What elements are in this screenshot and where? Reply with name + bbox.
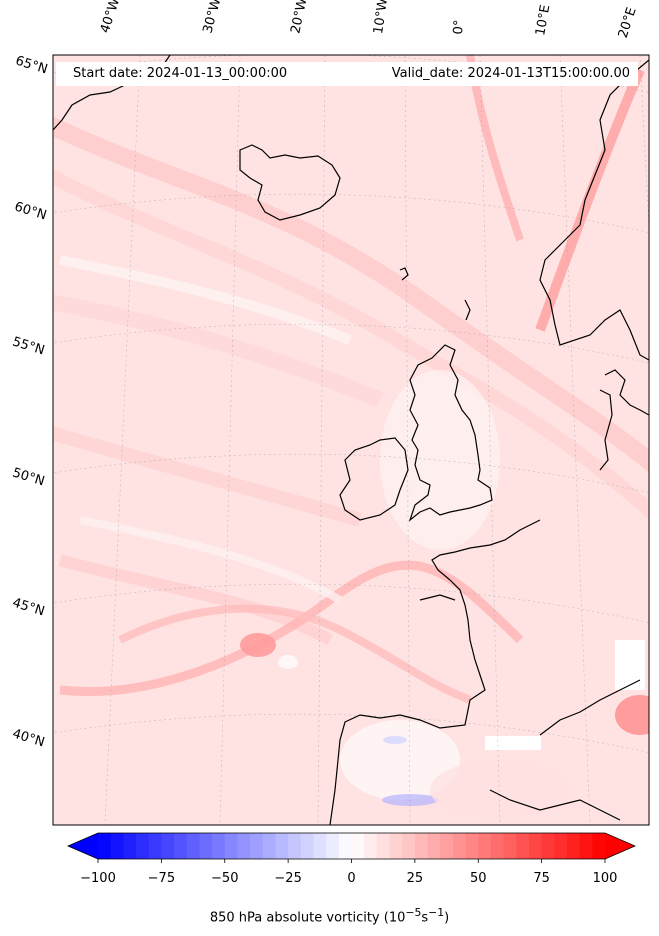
graticule	[53, 55, 649, 825]
colorbar-segment	[212, 833, 226, 859]
colorbar-segment	[579, 833, 593, 859]
colorbar-tick-label: 100	[592, 871, 618, 886]
colorbar	[66, 832, 637, 863]
title-bar	[56, 62, 638, 86]
colorbar-extend-high	[605, 833, 635, 859]
coastlines	[53, 55, 649, 825]
colorbar-segment	[136, 833, 150, 859]
colorbar-segment	[402, 833, 416, 859]
colorbar-tick-label: −100	[80, 871, 116, 886]
colorbar-segment	[566, 833, 581, 859]
colorbar-segment	[98, 833, 112, 859]
colorbar-segment	[338, 833, 352, 859]
colorbar-tick-label: −25	[274, 871, 302, 886]
colorbar-segment	[351, 833, 365, 859]
colorbar-segment	[376, 833, 391, 859]
colorbar-segment	[541, 833, 555, 859]
vorticity-field	[53, 55, 649, 825]
colorbar-tick-label: −75	[147, 871, 176, 886]
colorbar-tick-label: −50	[211, 871, 239, 886]
colorbar-segment	[503, 833, 517, 859]
colorbar-segment	[186, 833, 200, 859]
colorbar-segment	[224, 833, 238, 859]
colorbar-segment	[250, 833, 264, 859]
colorbar-segment	[174, 833, 188, 859]
colorbar-tick-label: 75	[533, 871, 550, 886]
colorbar-segment	[300, 833, 314, 859]
colorbar-segment	[554, 833, 568, 859]
colorbar-tick-label: 25	[406, 871, 424, 886]
map-border	[52, 54, 650, 826]
colorbar-segment	[313, 833, 327, 859]
colorbar-segment	[592, 833, 606, 859]
colorbar-segment	[528, 833, 543, 859]
start-date-label: Start date: 2024-01-13_00:00:00	[73, 66, 288, 81]
colorbar-segment	[275, 833, 289, 859]
colorbar-segment	[288, 833, 302, 859]
colorbar-segment	[110, 833, 124, 859]
colorbar-segment	[364, 833, 378, 859]
colorbar-segment	[237, 833, 251, 859]
lon-label-0: 0°	[451, 19, 468, 35]
colorbar-segment	[389, 833, 403, 859]
colorbar-segment	[452, 833, 467, 859]
colorbar-segment	[262, 833, 276, 859]
colorbar-segment	[148, 833, 162, 859]
colorbar-tick-label: 0	[347, 871, 356, 886]
colorbar-segment	[326, 833, 340, 859]
colorbar-segment	[123, 833, 137, 859]
colorbar-tick-label: 50	[469, 871, 487, 886]
colorbar-segment	[440, 833, 454, 859]
colorbar-segment	[199, 833, 213, 859]
colorbar-segment	[414, 833, 429, 859]
colorbar-extend-low	[68, 833, 98, 859]
colorbar-segment	[490, 833, 505, 859]
colorbar-label: 850 hPa absolute vorticity (10−5s−1)	[209, 906, 450, 926]
valid-date-label: Valid_date: 2024-01-13T15:00:00.00	[391, 66, 630, 81]
colorbar-segment	[427, 833, 441, 859]
colorbar-segment	[478, 833, 492, 859]
colorbar-segment	[161, 833, 175, 859]
colorbar-segment	[465, 833, 479, 859]
colorbar-segment	[516, 833, 530, 859]
